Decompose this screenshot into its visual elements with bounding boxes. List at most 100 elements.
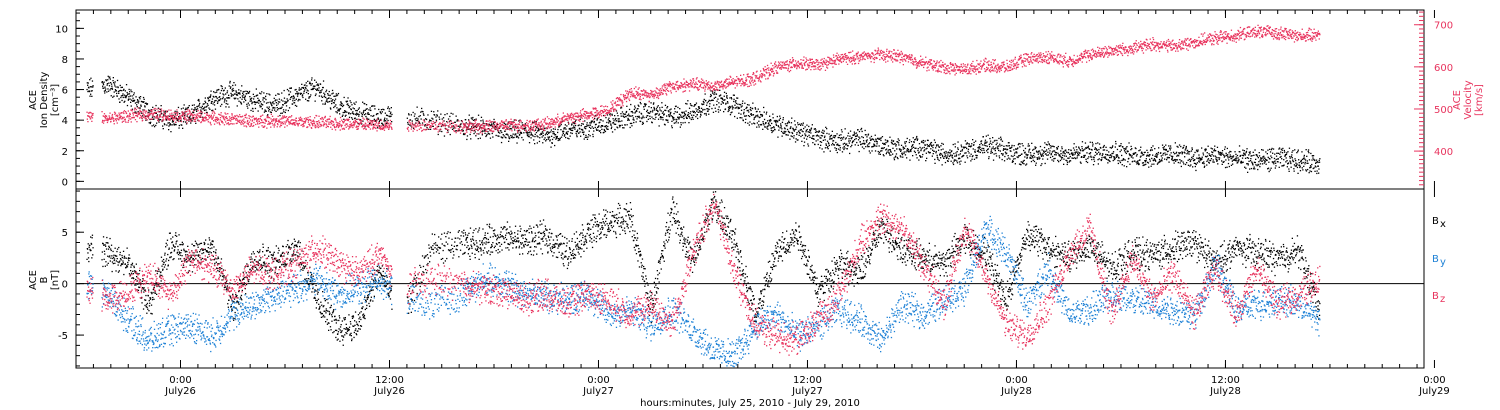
density-point bbox=[297, 100, 299, 102]
density-point bbox=[626, 124, 628, 126]
density-point bbox=[217, 99, 220, 101]
density-point bbox=[1155, 156, 1157, 158]
density-point bbox=[875, 140, 878, 143]
density-point bbox=[867, 133, 870, 135]
density-point bbox=[1290, 156, 1293, 158]
density-point bbox=[952, 157, 954, 159]
density-point bbox=[1177, 161, 1179, 164]
density-point bbox=[965, 152, 967, 154]
velocity-point bbox=[193, 114, 196, 116]
velocity-point bbox=[145, 118, 147, 120]
density-point bbox=[326, 98, 328, 100]
density-point bbox=[462, 129, 464, 132]
density-point bbox=[140, 100, 143, 103]
density-point bbox=[1167, 150, 1169, 152]
density-point bbox=[912, 144, 914, 146]
density-point bbox=[182, 107, 184, 109]
velocity-point bbox=[239, 122, 242, 124]
density-point bbox=[754, 107, 756, 109]
velocity-point bbox=[258, 120, 260, 122]
density-point bbox=[442, 125, 444, 127]
density-point bbox=[904, 154, 907, 156]
density-point bbox=[372, 115, 374, 117]
density-point bbox=[1087, 157, 1089, 160]
density-point bbox=[1026, 156, 1028, 158]
density-point bbox=[1279, 162, 1282, 164]
velocity-point bbox=[128, 118, 130, 120]
density-point bbox=[90, 77, 92, 79]
velocity-point bbox=[190, 120, 192, 123]
density-point bbox=[156, 114, 159, 116]
density-point bbox=[682, 122, 684, 124]
velocity-point bbox=[193, 110, 195, 112]
density-point bbox=[810, 128, 812, 130]
density-point bbox=[800, 128, 802, 131]
density-point bbox=[1254, 168, 1256, 170]
density-point bbox=[314, 85, 316, 87]
density-point bbox=[276, 107, 278, 109]
density-point bbox=[1230, 151, 1232, 153]
density-point bbox=[1182, 161, 1184, 163]
density-point bbox=[877, 138, 880, 140]
density-point bbox=[1052, 150, 1054, 152]
density-point bbox=[150, 121, 152, 123]
density-point bbox=[280, 107, 282, 109]
density-point bbox=[817, 139, 819, 141]
density-point bbox=[302, 96, 304, 99]
density-point bbox=[925, 160, 927, 162]
density-point bbox=[1063, 152, 1065, 154]
density-point bbox=[379, 125, 381, 127]
velocity-point bbox=[195, 114, 197, 116]
density-point bbox=[295, 93, 297, 95]
density-point bbox=[741, 105, 743, 107]
density-point bbox=[984, 141, 986, 143]
density-point bbox=[717, 108, 719, 111]
density-point bbox=[1041, 163, 1043, 165]
density-point bbox=[347, 104, 349, 107]
density-point bbox=[426, 126, 428, 129]
density-point bbox=[772, 117, 774, 119]
density-point bbox=[173, 123, 175, 125]
velocity-point bbox=[118, 116, 120, 119]
density-point bbox=[222, 98, 224, 100]
density-point bbox=[837, 143, 839, 145]
density-point bbox=[556, 135, 558, 138]
density-point bbox=[1234, 158, 1236, 161]
density-point bbox=[989, 140, 992, 142]
density-point bbox=[368, 118, 370, 120]
density-point bbox=[358, 107, 360, 109]
density-point bbox=[1260, 160, 1262, 162]
velocity-point bbox=[155, 111, 157, 114]
density-point bbox=[258, 100, 260, 102]
density-point bbox=[588, 130, 590, 132]
density-point bbox=[582, 129, 584, 131]
density-point bbox=[574, 121, 576, 123]
density-point bbox=[367, 112, 369, 114]
velocity-point bbox=[237, 116, 240, 118]
density-point bbox=[206, 105, 208, 108]
density-point bbox=[858, 130, 861, 133]
density-point bbox=[1209, 159, 1212, 162]
density-point bbox=[596, 118, 598, 120]
density-point bbox=[680, 114, 682, 116]
density-point bbox=[135, 96, 137, 98]
density-point bbox=[548, 132, 550, 134]
density-point bbox=[1175, 160, 1177, 162]
density-point bbox=[563, 127, 565, 129]
velocity-point bbox=[137, 113, 140, 116]
density-point bbox=[106, 83, 109, 85]
density-point bbox=[694, 104, 697, 106]
density-point bbox=[1113, 157, 1115, 159]
velocity-point bbox=[160, 108, 163, 110]
density-point bbox=[265, 102, 268, 104]
density-point bbox=[289, 87, 291, 89]
density-point bbox=[109, 89, 111, 91]
density-point bbox=[885, 141, 887, 144]
density-point bbox=[249, 100, 251, 102]
density-point bbox=[763, 124, 765, 126]
density-point bbox=[1012, 158, 1015, 160]
density-point bbox=[1243, 150, 1245, 152]
density-point bbox=[988, 156, 990, 158]
density-point bbox=[346, 100, 349, 102]
density-point bbox=[1064, 150, 1066, 152]
